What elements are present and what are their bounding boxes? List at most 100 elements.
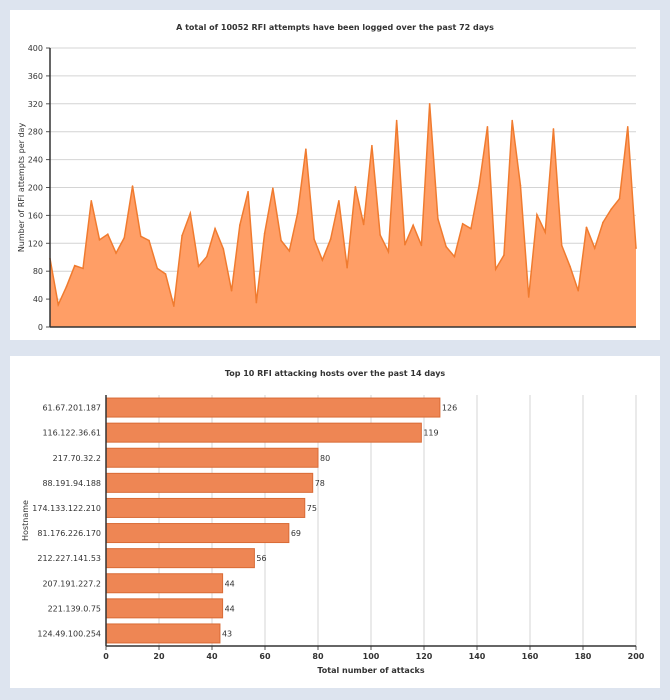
bar-chart: 0 20 40 60 80 100 120 140 160 180 200 126 61.67.201.…: [21, 395, 645, 675]
y-tick-label: 217.70.32.2: [53, 454, 101, 463]
data-point: [461, 222, 464, 225]
data-point: [453, 255, 456, 258]
y-tick-label: 240: [28, 156, 43, 165]
y-axis-label: Hostname: [21, 500, 30, 541]
data-point: [272, 187, 274, 189]
data-point: [569, 265, 571, 268]
data-point: [280, 239, 282, 242]
bar: [105, 573, 224, 594]
data-point: [313, 238, 315, 240]
y-tick-label: 88.191.94.188: [42, 479, 101, 488]
data-point: [437, 218, 439, 220]
data-point: [255, 301, 258, 304]
data-point: [263, 232, 266, 235]
data-point: [544, 231, 547, 233]
y-tick-label: 174.133.122.210: [32, 504, 101, 513]
data-point: [412, 224, 414, 226]
y-axis-label: Number of RFI attempts per day: [17, 123, 26, 253]
series-line: [49, 103, 637, 308]
x-tick-label: 80: [312, 652, 324, 661]
data-point: [239, 224, 241, 226]
x-tick-label: 60: [259, 652, 271, 661]
data-point: [338, 199, 340, 202]
data-point: [552, 128, 555, 130]
data-point: [288, 250, 291, 252]
data-point: [230, 289, 233, 292]
data-point: [164, 273, 167, 275]
data-point: [511, 119, 513, 122]
x-tick-label: 0: [103, 652, 109, 661]
data-point: [222, 248, 225, 250]
area-chart: 0 40 80 120 160 200 240 280 320 360 400 Number of R…: [17, 44, 637, 332]
area-chart-panel: A total of 10052 RFI attempts have been …: [10, 10, 660, 340]
x-tick-label: 140: [469, 652, 486, 661]
data-point: [106, 233, 109, 236]
data-point: [395, 119, 398, 122]
data-label: 75: [307, 504, 317, 513]
data-point: [156, 267, 159, 270]
data-point: [626, 126, 629, 128]
y-tick-label: 81.176.226.170: [37, 529, 101, 538]
y-tick-label: 212.227.141.53: [37, 554, 101, 563]
data-label: 78: [315, 479, 325, 488]
data-point: [206, 255, 208, 258]
data-point: [470, 227, 472, 230]
data-point: [371, 144, 373, 147]
data-label: 119: [423, 429, 438, 438]
data-point: [321, 259, 324, 261]
y-tick-label: 200: [28, 184, 43, 193]
data-point: [560, 244, 563, 247]
area-fill: [50, 103, 636, 327]
data-label: 43: [222, 629, 232, 638]
y-tick-label: 400: [28, 44, 43, 53]
bar-chart-panel: Top 10 RFI attacking hosts over the past…: [10, 356, 660, 688]
area-chart-title: A total of 10052 RFI attempts have been …: [176, 23, 494, 32]
data-point: [247, 190, 249, 193]
data-point: [519, 184, 522, 187]
data-point: [346, 266, 348, 269]
data-point: [610, 208, 613, 210]
data-point: [527, 296, 530, 298]
y-tick-label: 280: [28, 128, 43, 137]
data-point: [305, 148, 307, 150]
data-point: [57, 303, 60, 306]
data-point: [379, 234, 381, 236]
data-point: [404, 243, 406, 246]
x-tick-label: 120: [416, 652, 433, 661]
y-tick-label: 40: [33, 295, 43, 304]
bar: [105, 548, 255, 569]
data-point: [90, 199, 93, 202]
y-tick-label: 116.122.36.61: [42, 429, 101, 438]
data-point: [577, 289, 580, 292]
data-point: [618, 197, 621, 200]
data-point: [593, 247, 596, 249]
data-label: 56: [256, 554, 266, 563]
y-tick-label: 160: [28, 211, 43, 220]
data-point: [214, 227, 216, 230]
data-point: [387, 250, 390, 253]
data-point: [65, 285, 68, 288]
data-label: 126: [442, 404, 457, 413]
y-tick-label: 124.49.100.254: [37, 629, 101, 638]
y-tick-label: 120: [28, 239, 43, 248]
data-point: [536, 213, 538, 216]
data-point: [181, 234, 183, 237]
bar: [105, 623, 221, 644]
data-point: [329, 238, 332, 240]
data-point: [189, 212, 192, 215]
y-tick-label: 61.67.201.187: [42, 404, 101, 413]
x-tick-label: 20: [153, 652, 165, 661]
data-point: [123, 236, 126, 239]
data-point: [139, 235, 142, 238]
x-tick-label: 180: [575, 652, 592, 661]
bar: [105, 497, 306, 518]
data-point: [173, 305, 175, 307]
y-tick-label: 360: [28, 72, 43, 81]
bar: [105, 598, 224, 619]
y-tick-label: 207.191.227.2: [42, 579, 101, 588]
data-point: [98, 239, 101, 241]
data-point: [197, 265, 200, 268]
data-point: [82, 267, 84, 270]
bar: [105, 447, 319, 468]
data-point: [115, 252, 117, 254]
